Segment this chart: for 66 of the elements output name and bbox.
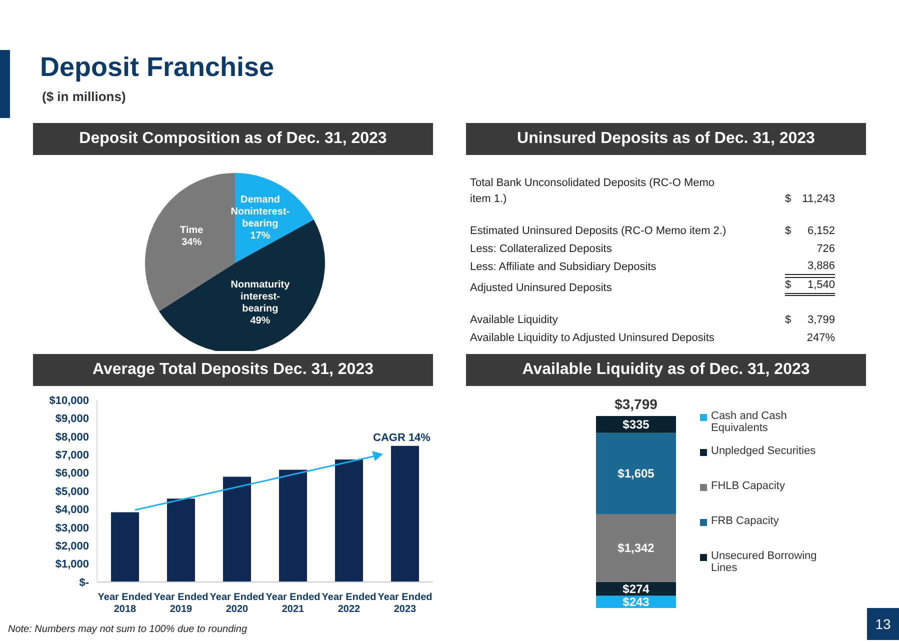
text: $ 1,540	[785, 279, 835, 291]
category-label: Total Bank Unconsolidated Deposits (RC-O Memo item 1.)	[470, 176, 716, 207]
annotation: CAGR 14%	[373, 432, 430, 444]
x-tick-label: Year Ended 2020	[210, 592, 264, 615]
y-tick-label: $1,000	[55, 558, 89, 571]
bar	[596, 514, 676, 582]
bar	[596, 432, 676, 514]
data-label: $243	[622, 594, 650, 609]
data-label: $1,605	[618, 466, 655, 480]
bar	[279, 470, 307, 582]
data-label: $335	[622, 417, 650, 432]
slice-label: Nonmaturity interest-bearing	[230, 280, 290, 315]
data-label: 34%	[182, 237, 202, 248]
y-tick-label: $6,000	[55, 468, 89, 480]
x-tick-label: Year Ended 2019	[154, 592, 208, 615]
y-tick-label: $10,000	[49, 394, 89, 407]
bar	[111, 512, 139, 582]
text: $ 11,243	[785, 193, 835, 205]
bar	[391, 446, 419, 582]
text: Deposit Franchise	[40, 52, 274, 83]
chart-title: Available Liquidity as of Dec. 31, 2023	[466, 354, 866, 386]
text: 726	[816, 243, 835, 255]
legend-label: Unsecured Borrowing Lines	[711, 550, 818, 574]
text: Note: Numbers may not sum to 100% due to rounding	[8, 624, 248, 635]
y-tick-label: $2,000	[55, 540, 89, 553]
data-label: 49%	[250, 316, 270, 327]
category-label: Estimated Uninsured Deposits (RC-O Memo item 2.)	[470, 224, 728, 239]
text: ($ in millions)	[42, 89, 126, 104]
legend-label: FHLB Capacity	[711, 480, 786, 492]
data-label: $1,342	[618, 540, 655, 555]
legend-label: FRB Capacity	[711, 514, 780, 526]
slice-label: Demand Noninterest-bearing	[230, 194, 290, 230]
y-tick-label: $4,000	[55, 504, 89, 516]
category-label: Available Liquidity to Adjusted Uninsured Deposits	[470, 331, 716, 346]
text: 13	[867, 608, 899, 640]
text: $ 3,799	[785, 314, 835, 326]
legend-label: Unpledged Securities	[711, 444, 817, 456]
text: $ 6,152	[785, 225, 835, 237]
slice-label: Time	[180, 225, 204, 236]
chart-title: Deposit Composition as of Dec. 31, 2023	[33, 123, 433, 155]
legend-label: Cash and Cash Equivalents	[711, 410, 788, 434]
y-tick-label: $8,000	[55, 431, 89, 444]
text: 3,886	[807, 260, 835, 272]
x-tick-label: Year Ended 2018	[98, 592, 152, 615]
data-label: 17%	[250, 230, 270, 242]
y-tick-label: $5,000	[55, 486, 89, 498]
category-label: Less: Collateralized Deposits	[470, 242, 613, 257]
x-tick-label: Year Ended 2023	[378, 592, 432, 615]
y-tick-label: $3,000	[55, 522, 89, 534]
text: Uninsured Deposits as of Dec. 31, 2023	[466, 123, 866, 155]
y-tick-label: $9,000	[55, 413, 89, 426]
data-label: $274	[622, 582, 650, 596]
bar	[223, 476, 251, 582]
x-tick-label: Year Ended 2021	[266, 592, 320, 615]
category-label: Available Liquidity	[470, 313, 559, 328]
bar	[335, 460, 363, 582]
bar	[167, 498, 195, 582]
y-tick-label: $7,000	[55, 450, 89, 462]
text: 247%	[806, 332, 835, 344]
x-tick-label: Year Ended 2022	[322, 592, 376, 615]
chart-title: Average Total Deposits Dec. 31, 2023	[33, 354, 433, 386]
category-label: Less: Affiliate and Subsidiary Deposits	[470, 260, 658, 275]
pie-slice	[159, 220, 325, 351]
y-tick-label: $-	[79, 576, 90, 589]
category-label: Adjusted Uninsured Deposits	[470, 281, 613, 296]
total-label: $3,799	[614, 396, 658, 412]
